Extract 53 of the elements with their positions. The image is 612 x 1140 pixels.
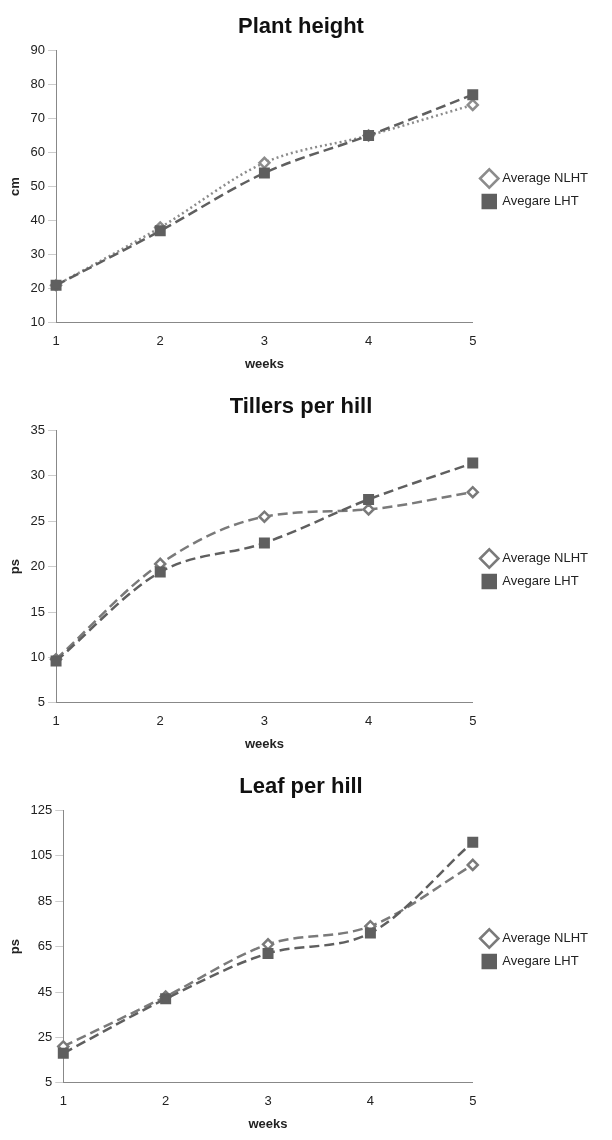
x-tick-label: 3 [264,1093,272,1109]
chart-title: Tillers per hill [229,393,373,419]
x-tick-label: 3 [260,713,269,729]
y-tick-label: 60 [30,144,46,160]
x-tick-label: 2 [162,1093,170,1109]
x-tick-label: 2 [156,713,164,729]
x-tick-label: 3 [260,333,269,349]
y-axis-title: ps [7,939,23,955]
x-tick-label: 4 [364,333,373,349]
legend-label: Average NLHT [502,170,589,186]
y-tick-label: 20 [30,558,46,574]
y-tick-label: 90 [30,41,46,57]
y-tick-label: 50 [30,178,46,194]
y-tick-label: 10 [30,648,46,664]
x-axis-title: weeks [243,735,284,751]
y-tick-label: 85 [37,892,53,908]
y-tick-label: 25 [30,512,46,528]
y-tick-label: 45 [37,983,53,999]
y-tick-label: 5 [37,694,46,710]
x-tick-label: 1 [52,333,60,349]
x-tick-label: 5 [469,333,477,349]
y-tick-label: 30 [30,246,46,262]
y-tick-label: 80 [30,76,46,92]
y-axis-title: ps [7,559,23,575]
legend-label: Avegare LHT [502,573,579,589]
y-tick-label: 5 [45,1074,53,1090]
chart-title: Leaf per hill [239,773,363,799]
y-tick-label: 25 [37,1028,53,1044]
x-axis-title: weeks [247,1115,288,1131]
y-axis-title: cm [7,177,23,196]
x-tick-label: 4 [366,1093,375,1109]
legend-label: Average NLHT [502,550,589,566]
y-tick-label: 35 [30,421,46,437]
y-tick-label: 30 [30,467,46,483]
y-tick-label: 125 [30,801,53,817]
x-tick-label: 2 [156,333,164,349]
y-tick-label: 20 [30,280,46,296]
x-tick-label: 4 [364,713,373,729]
chart-title: Plant height [238,13,365,39]
y-tick-label: 40 [30,212,46,228]
y-tick-label: 10 [30,314,46,330]
legend-label: Avegare LHT [502,953,579,969]
x-axis-title: weeks [243,355,284,371]
x-tick-label: 1 [59,1093,67,1109]
x-tick-label: 5 [469,1093,477,1109]
legend-label: Avegare LHT [502,193,579,209]
legend-label: Average NLHT [502,930,589,946]
x-tick-label: 1 [52,713,60,729]
y-tick-label: 70 [30,110,46,126]
y-tick-label: 15 [30,603,46,619]
y-tick-label: 105 [30,847,53,863]
x-tick-label: 5 [469,713,477,729]
y-tick-label: 65 [37,938,53,954]
